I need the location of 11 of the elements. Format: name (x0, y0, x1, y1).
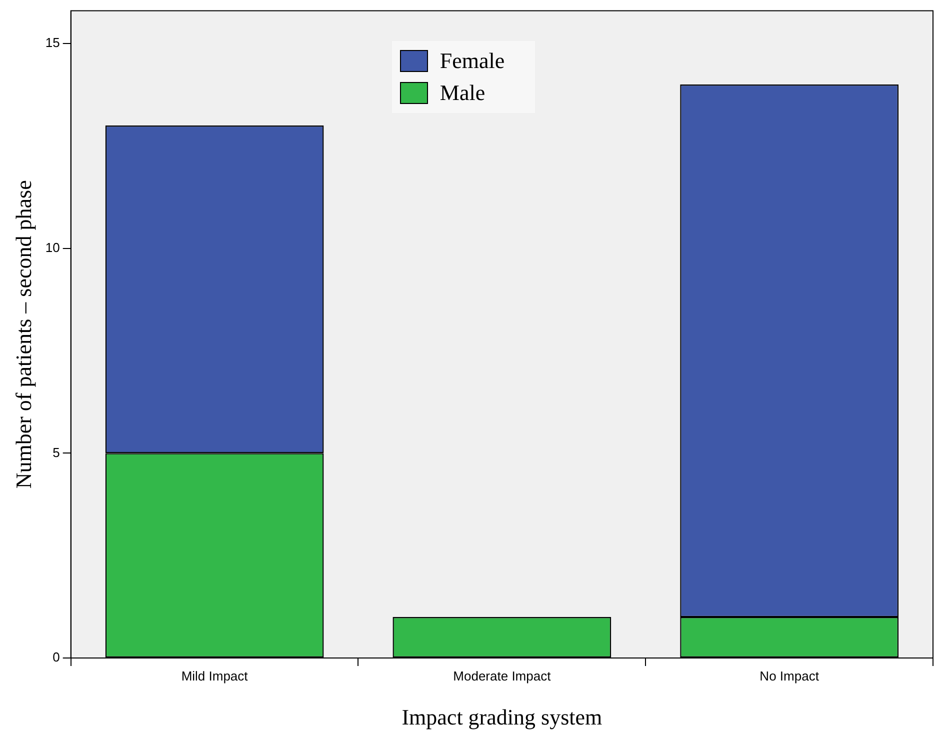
x-tick-label: No Impact (760, 668, 820, 684)
x-axis-title: Impact grading system (402, 704, 602, 730)
y-tick-label: 15 (45, 35, 60, 50)
legend-label: Male (440, 80, 486, 106)
y-tick-label: 5 (52, 444, 60, 460)
y-tick-label: 0 (52, 650, 60, 665)
x-tick-label: Moderate Impact (453, 668, 552, 684)
x-tick-label: Mild Impact (181, 668, 248, 684)
y-tick-label: 10 (45, 240, 60, 255)
y-axis-title: Number of patients – second phase (10, 180, 36, 489)
legend-label: Female (440, 48, 505, 74)
